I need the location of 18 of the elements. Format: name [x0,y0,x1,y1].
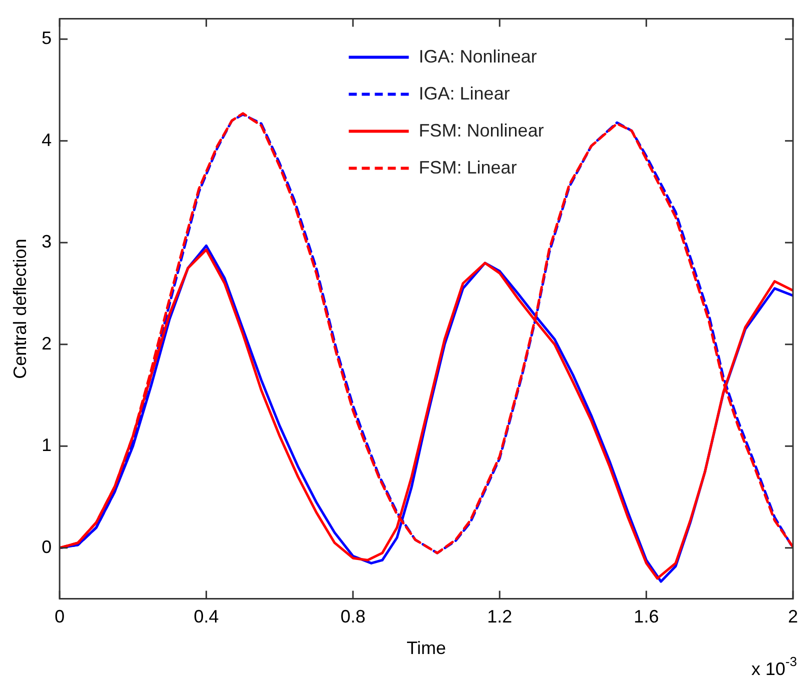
x-tick-label: 0 [54,606,65,627]
y-tick-label: 3 [42,232,52,252]
legend-label: IGA: Nonlinear [418,46,537,66]
y-tick-label: 2 [42,333,52,354]
legend-label: FSM: Linear [418,157,517,178]
y-tick-label: 0 [42,536,52,557]
y-tick-label: 5 [42,28,52,48]
x-axis-title: Time [406,638,446,658]
y-axis-title: Central deflection [10,238,30,379]
x-tick-label: 0.4 [194,606,219,627]
x-tick-label: 1.2 [487,606,512,627]
x-tick-label: 0.8 [340,606,366,627]
x-tick-label: 2 [788,606,798,627]
legend-label: FSM: Nonlinear [418,120,544,140]
legend-label: IGA: Linear [418,83,510,104]
y-tick-label: 4 [42,130,52,150]
x-tick-label: 1.6 [634,606,659,627]
y-tick-label: 1 [42,435,52,456]
